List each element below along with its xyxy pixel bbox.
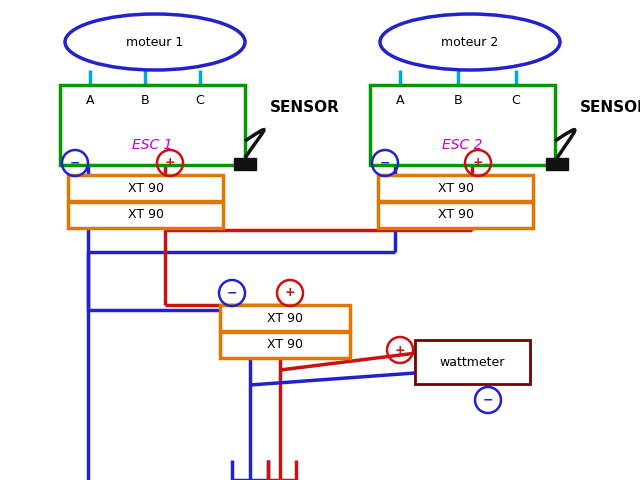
Bar [68,175,223,201]
Bar [546,158,568,170]
Text: XT 90: XT 90 [267,338,303,351]
Text: −: − [380,156,390,169]
Text: ESC 1: ESC 1 [132,138,173,152]
Bar [378,202,533,228]
Text: +: + [473,156,483,169]
Text: XT 90: XT 90 [438,208,474,221]
Bar [415,340,530,384]
Bar [68,202,223,228]
Text: SENSOR: SENSOR [580,100,640,115]
Ellipse shape [65,14,245,70]
Text: moteur 2: moteur 2 [442,36,499,48]
Text: +: + [164,156,175,169]
Text: −: − [483,394,493,407]
Bar [60,85,245,165]
Text: XT 90: XT 90 [438,181,474,194]
Ellipse shape [380,14,560,70]
Bar [378,175,533,201]
Bar [234,158,256,170]
Bar [220,305,350,331]
Text: A: A [86,94,94,107]
Text: SENSOR: SENSOR [270,100,340,115]
Text: −: − [70,156,80,169]
Text: +: + [395,344,405,357]
Text: C: C [511,94,520,107]
Text: wattmeter: wattmeter [440,356,505,369]
Text: XT 90: XT 90 [127,181,163,194]
Text: B: B [141,94,149,107]
Text: moteur 1: moteur 1 [126,36,184,48]
Text: +: + [285,287,295,300]
Text: XT 90: XT 90 [127,208,163,221]
Text: −: − [227,287,237,300]
Text: C: C [196,94,204,107]
Text: B: B [454,94,462,107]
Text: ESC 2: ESC 2 [442,138,483,152]
Text: XT 90: XT 90 [267,312,303,324]
Text: A: A [396,94,404,107]
Bar [370,85,555,165]
Bar [220,332,350,358]
